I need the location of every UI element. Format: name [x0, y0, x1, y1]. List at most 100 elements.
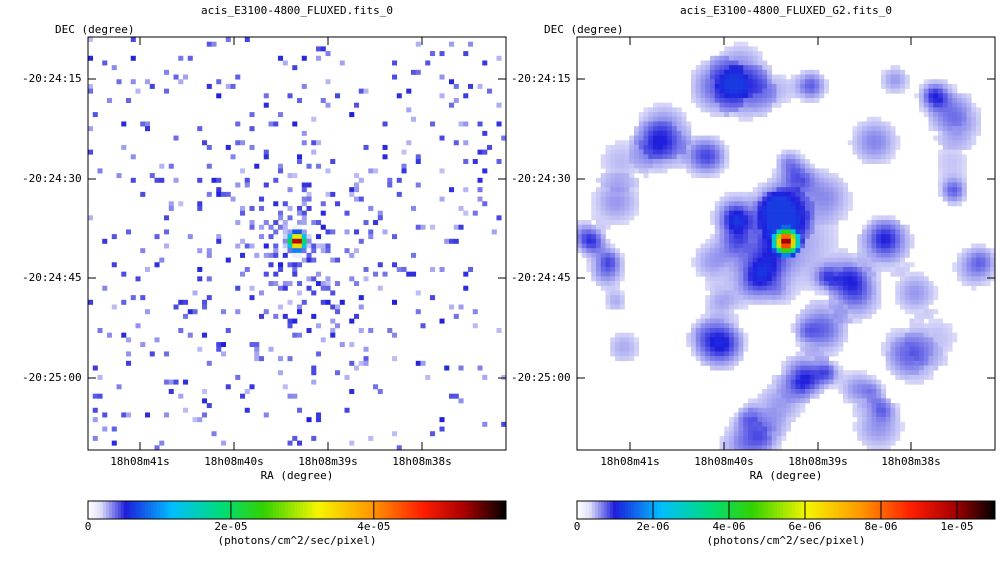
image-pixel — [895, 332, 901, 338]
image-pixel — [800, 205, 806, 211]
image-pixel — [676, 107, 682, 113]
image-pixel — [605, 168, 611, 174]
image-pixel — [919, 304, 925, 310]
image-pixel — [301, 238, 307, 244]
image-pixel — [900, 252, 906, 258]
image-pixel — [225, 144, 231, 150]
image-pixel — [657, 154, 663, 160]
image-pixel — [605, 144, 611, 150]
image-pixel — [615, 337, 621, 343]
image-pixel — [790, 154, 796, 160]
image-pixel — [306, 327, 312, 333]
image-pixel — [629, 140, 635, 146]
image-pixel — [729, 309, 735, 315]
image-pixel — [368, 327, 374, 333]
image-pixel — [111, 65, 117, 71]
image-pixel — [857, 435, 863, 441]
image-pixel — [928, 98, 934, 103]
image-pixel — [909, 295, 915, 301]
image-pixel — [140, 121, 146, 127]
image-pixel — [349, 342, 355, 348]
image-pixel — [691, 144, 697, 150]
image-pixel — [724, 112, 730, 118]
image-pixel — [809, 346, 815, 352]
image-pixel — [800, 187, 806, 193]
image-pixel — [904, 309, 910, 315]
image-pixel — [857, 248, 863, 254]
image-pixel — [862, 313, 868, 319]
image-panel[interactable] — [88, 37, 507, 451]
image-pixel — [719, 356, 725, 362]
colorbar-segment — [663, 501, 667, 519]
image-pixel — [895, 229, 901, 235]
image-pixel — [895, 252, 901, 258]
image-pixel — [900, 346, 906, 352]
image-pixel — [700, 356, 706, 362]
colorbar-segment — [875, 501, 879, 519]
image-pixel — [724, 426, 730, 432]
colorbar[interactable] — [577, 501, 996, 519]
image-pixel — [786, 83, 792, 89]
image-pixel — [748, 93, 754, 99]
image-pixel — [824, 224, 830, 230]
colorbar-segment — [123, 501, 128, 519]
image-pixel — [885, 248, 891, 254]
colorbar-segment — [803, 501, 808, 519]
image-pixel — [961, 266, 967, 272]
image-pixel — [97, 393, 103, 399]
image-pixel — [719, 220, 725, 226]
image-pixel — [149, 351, 155, 357]
image-pixel — [800, 281, 806, 287]
image-pixel — [942, 159, 948, 165]
image-panel[interactable] — [577, 41, 996, 451]
image-pixel — [610, 257, 616, 263]
colorbar[interactable] — [88, 501, 507, 519]
image-pixel — [458, 365, 464, 371]
image-pixel — [961, 102, 967, 108]
image-pixel — [895, 69, 901, 75]
image-pixel — [667, 149, 673, 155]
image-pixel — [843, 323, 849, 329]
image-pixel — [828, 351, 834, 357]
image-pixel — [771, 431, 777, 437]
image-pixel — [657, 168, 663, 174]
image-pixel — [933, 346, 939, 352]
image-pixel — [876, 238, 882, 244]
image-pixel — [914, 309, 920, 315]
image-pixel — [862, 248, 868, 254]
colorbar-segment — [440, 501, 444, 519]
image-pixel — [952, 262, 958, 268]
image-pixel — [800, 342, 806, 348]
image-pixel — [928, 318, 934, 324]
image-pixel — [805, 266, 811, 272]
image-pixel — [838, 379, 844, 385]
image-pixel — [657, 163, 663, 169]
image-pixel — [596, 238, 602, 244]
image-pixel — [752, 51, 758, 57]
image-pixel — [130, 295, 136, 301]
image-pixel — [767, 412, 773, 418]
image-pixel — [752, 412, 758, 418]
image-pixel — [729, 337, 735, 343]
image-pixel — [743, 41, 749, 47]
image-pixel — [933, 107, 939, 113]
image-pixel — [795, 79, 801, 85]
image-pixel — [776, 276, 782, 282]
image-pixel — [809, 215, 815, 221]
image-pixel — [287, 238, 293, 244]
image-pixel — [714, 342, 720, 348]
image-pixel — [192, 309, 198, 315]
colorbar-segment — [800, 501, 805, 519]
image-pixel — [657, 135, 663, 141]
image-pixel — [838, 384, 844, 390]
image-pixel — [605, 238, 611, 244]
image-pixel — [757, 407, 763, 413]
image-pixel — [781, 215, 787, 221]
image-pixel — [396, 93, 402, 99]
image-pixel — [843, 210, 849, 216]
image-pixel — [762, 210, 768, 216]
image-pixel — [771, 187, 777, 193]
image-pixel — [786, 299, 792, 305]
image-pixel — [600, 215, 606, 221]
image-pixel — [890, 154, 896, 160]
